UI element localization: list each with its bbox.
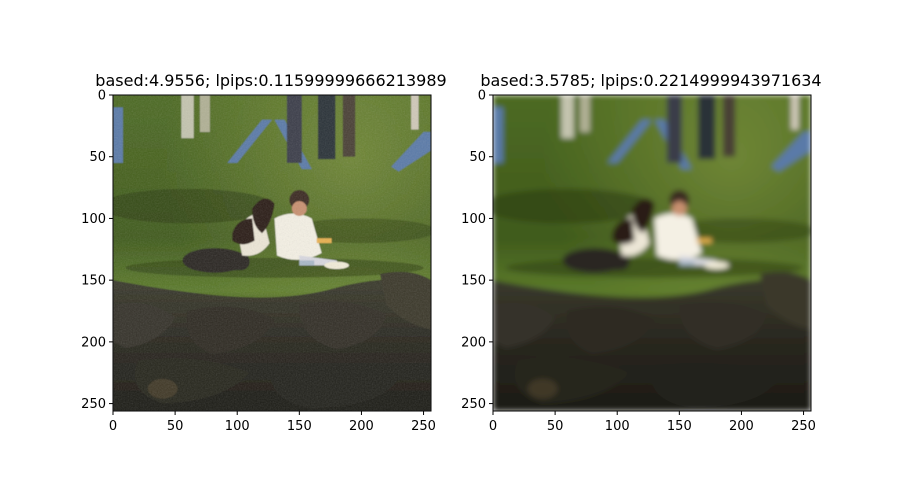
y-tick-label: 100 bbox=[81, 212, 106, 227]
y-tick-label: 0 bbox=[98, 89, 106, 104]
y-tick-label: 250 bbox=[461, 397, 486, 412]
y-tick-label: 50 bbox=[89, 150, 106, 165]
x-tick-label: 150 bbox=[667, 419, 692, 434]
y-tick-label: 200 bbox=[461, 335, 486, 350]
left-panel-title: based:4.9556; lpips:0.11599999666213989 bbox=[95, 71, 446, 90]
x-tick-label: 250 bbox=[791, 419, 816, 434]
x-tick-label: 50 bbox=[547, 419, 564, 434]
x-tick-label: 250 bbox=[411, 419, 436, 434]
left-panel-frame bbox=[112, 94, 432, 412]
y-tick-label: 50 bbox=[469, 150, 486, 165]
x-tick-label: 200 bbox=[349, 419, 374, 434]
right-panel-frame bbox=[492, 94, 812, 412]
y-tick-label: 100 bbox=[461, 212, 486, 227]
right-panel-title: based:3.5785; lpips:0.2214999943971634 bbox=[480, 71, 821, 90]
x-tick-label: 0 bbox=[489, 419, 497, 434]
y-tick-label: 150 bbox=[461, 274, 486, 289]
left-panel: based:4.9556; lpips:0.11599999666213989 … bbox=[81, 71, 447, 434]
x-tick-label: 200 bbox=[729, 419, 754, 434]
y-tick-label: 150 bbox=[81, 274, 106, 289]
x-tick-label: 0 bbox=[109, 419, 117, 434]
x-tick-label: 100 bbox=[605, 419, 630, 434]
left-panel-image bbox=[113, 95, 431, 411]
x-tick-label: 100 bbox=[225, 419, 250, 434]
x-tick-label: 150 bbox=[287, 419, 312, 434]
y-tick-label: 250 bbox=[81, 397, 106, 412]
y-tick-label: 0 bbox=[478, 89, 486, 104]
right-panel-image bbox=[493, 95, 811, 411]
x-tick-label: 50 bbox=[167, 419, 184, 434]
y-tick-label: 200 bbox=[81, 335, 106, 350]
right-panel: based:3.5785; lpips:0.2214999943971634 0… bbox=[461, 71, 821, 434]
